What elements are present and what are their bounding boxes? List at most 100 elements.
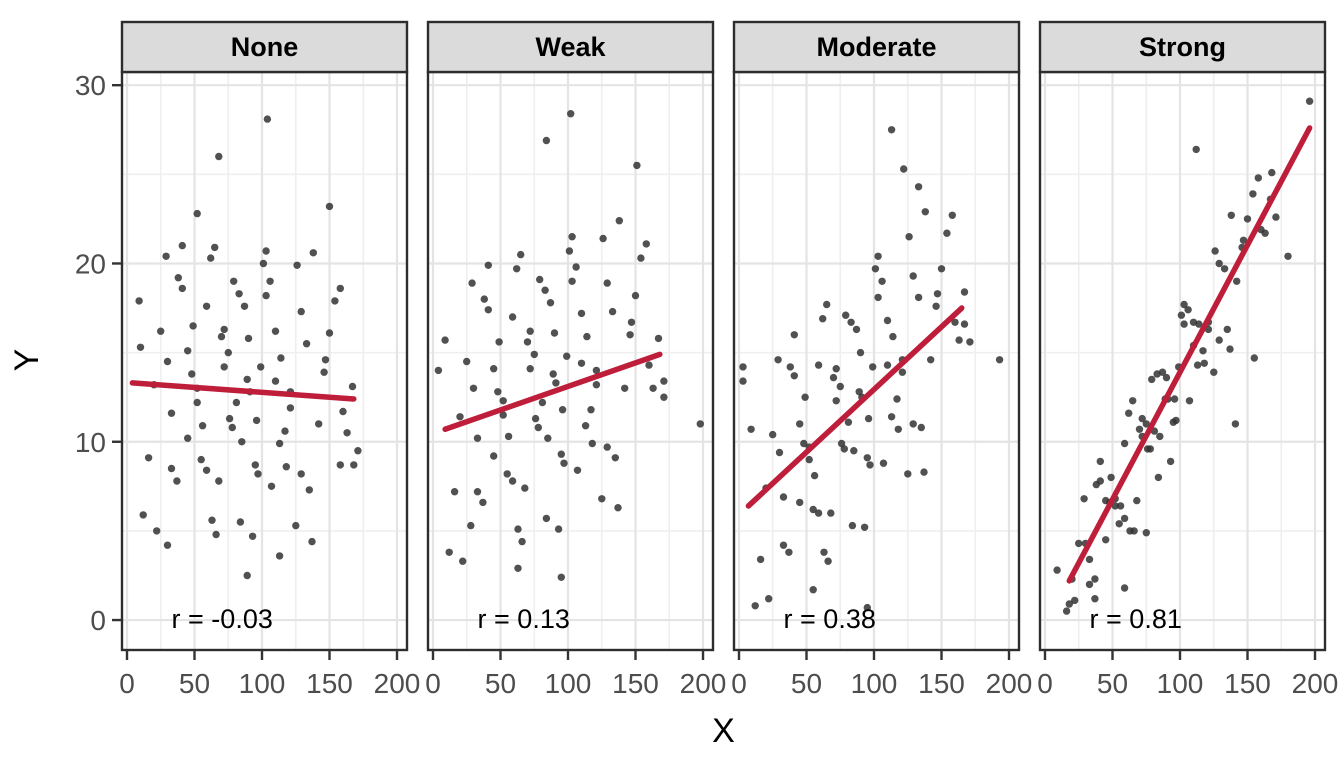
scatter-point: [1138, 414, 1146, 423]
scatter-point: [173, 477, 181, 485]
scatter-point: [810, 471, 819, 480]
x-tick-label: 200: [374, 668, 421, 699]
scatter-point: [627, 318, 636, 326]
scatter-point: [526, 327, 534, 335]
scatter-point: [1162, 373, 1171, 382]
facet-panel: r = 0.38 Moderate 0 50 100 150 200: [731, 20, 1033, 699]
scatter-point: [469, 384, 478, 392]
scatter-point: [1249, 190, 1257, 198]
scatter-point: [1129, 397, 1137, 405]
scatter-point: [642, 240, 650, 248]
scatter-point: [350, 461, 358, 469]
scatter-point: [230, 277, 238, 285]
x-tick-label: 200: [1292, 668, 1339, 699]
scatter-point: [1284, 252, 1292, 260]
scatter-point: [592, 366, 601, 375]
scatter-point: [1215, 336, 1223, 344]
scatter-point: [1211, 247, 1219, 255]
scatter-point: [1053, 566, 1061, 574]
scatter-point: [820, 548, 828, 556]
scatter-point: [937, 265, 946, 273]
x-tick-label: 0: [119, 668, 135, 699]
scatter-point: [809, 586, 817, 594]
scatter-point: [1220, 265, 1229, 273]
scatter-point: [568, 277, 576, 285]
scatter-point: [1185, 397, 1194, 405]
scatter-point: [490, 365, 498, 373]
scatter-point: [217, 332, 226, 341]
scatter-point: [785, 548, 793, 556]
scatter-point: [534, 423, 542, 432]
scatter-point: [252, 416, 261, 425]
scatter-point: [275, 552, 284, 560]
scatter-point: [855, 388, 863, 396]
scatter-point: [790, 331, 798, 339]
scatter-point: [852, 325, 861, 334]
scatter-point: [508, 313, 517, 321]
scatter-point: [592, 381, 601, 389]
x-tick-label: 100: [545, 668, 592, 699]
scatter-point: [297, 470, 305, 478]
scatter-point: [567, 110, 575, 118]
scatter-point: [523, 338, 532, 346]
scatter-point: [573, 466, 582, 474]
scatter-point: [184, 434, 192, 442]
scatter-point: [263, 115, 272, 123]
scatter-point: [162, 252, 170, 260]
scatter-point: [281, 427, 289, 435]
scatter-point: [467, 521, 475, 530]
scatter-point: [889, 332, 897, 341]
scatter-point: [786, 363, 794, 371]
trend-line: [442, 351, 663, 433]
scatter-point: [1268, 168, 1276, 177]
scatter-point: [563, 352, 571, 360]
scatter-point: [325, 329, 334, 337]
scatter-point: [139, 511, 147, 519]
scatter-point: [325, 202, 334, 211]
panel-background: [428, 72, 713, 650]
scatter-point: [1305, 97, 1314, 105]
scatter-point: [348, 382, 357, 391]
correlation-annotation: r = 0.81: [1090, 604, 1182, 634]
scatter-point: [212, 530, 220, 539]
scatter-point: [1184, 306, 1192, 314]
scatter-point: [1096, 457, 1105, 466]
scatter-point: [598, 495, 606, 503]
scatter-point: [339, 407, 347, 416]
scatter-point: [262, 247, 270, 255]
scatter-point: [550, 329, 559, 337]
scatter-point: [869, 363, 877, 371]
x-tick-label: 150: [306, 668, 353, 699]
scatter-point: [1210, 368, 1218, 376]
scatter-point: [1120, 439, 1129, 448]
scatter-point: [933, 290, 942, 298]
scatter-point: [1107, 473, 1115, 482]
x-tick-label: 200: [986, 668, 1033, 699]
scatter-point: [739, 377, 747, 385]
scatter-point: [1231, 420, 1240, 428]
scatter-point: [514, 564, 522, 572]
scatter-point: [932, 302, 940, 310]
scatter-point: [814, 361, 823, 369]
scatter-point: [1091, 595, 1099, 603]
x-tick-label: 0: [731, 668, 747, 699]
scatter-point: [660, 377, 668, 385]
scatter-point: [1195, 320, 1203, 328]
scatter-point: [779, 493, 788, 501]
scatter-point: [463, 357, 471, 366]
scatter-point: [315, 420, 323, 428]
scatter-point: [538, 398, 547, 407]
scatter-point: [1154, 473, 1163, 482]
scatter-point: [615, 217, 623, 225]
scatter-point: [174, 274, 182, 282]
scatter-point: [153, 527, 161, 535]
scatter-point: [189, 322, 197, 330]
scatter-point: [144, 454, 153, 462]
scatter-point: [819, 315, 827, 323]
scatter-point: [517, 250, 525, 259]
scatter-point: [1062, 607, 1071, 615]
scatter-point: [960, 288, 969, 296]
scatter-point: [434, 366, 443, 375]
scatter-point: [441, 336, 449, 344]
